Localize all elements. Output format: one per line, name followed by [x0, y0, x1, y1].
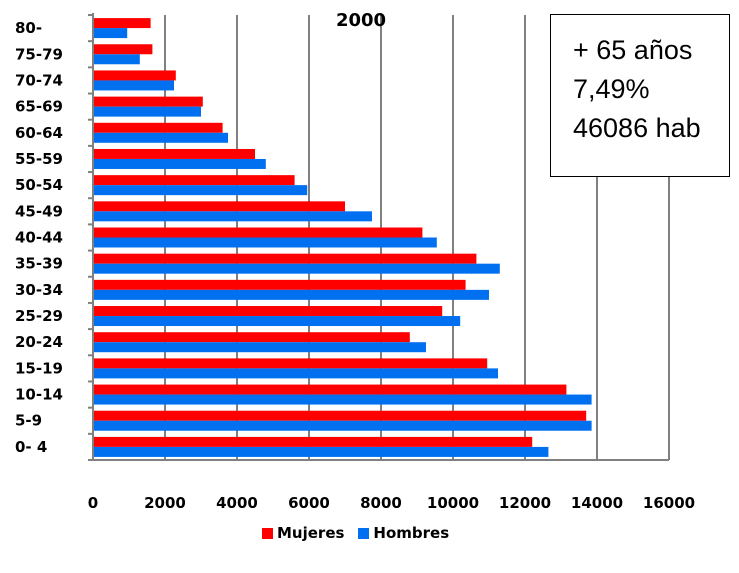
bar-mujeres	[93, 175, 295, 186]
x-tick-label: 14000	[571, 494, 623, 512]
bar-mujeres	[93, 227, 423, 238]
bar-hombres	[93, 211, 372, 222]
axes	[88, 13, 669, 461]
legend-swatch-mujeres	[262, 527, 273, 539]
bar-mujeres	[93, 358, 488, 369]
bar-mujeres	[93, 384, 567, 395]
x-tick-label: 16000	[643, 494, 695, 512]
annotation-age-group: + 65 años	[573, 35, 693, 65]
annotation-inhabitants: 46086 hab	[573, 113, 701, 143]
y-tick-label: 45-49	[15, 202, 63, 220]
bar-hombres	[93, 54, 140, 65]
y-tick-label: 20-24	[15, 333, 63, 351]
y-tick-label: 10-14	[15, 386, 63, 404]
legend-item-mujeres: Mujeres	[262, 524, 344, 542]
bar-hombres	[93, 237, 437, 248]
bar-hombres	[93, 394, 592, 405]
bar-hombres	[93, 28, 128, 39]
bar-mujeres	[93, 279, 466, 290]
legend-label-mujeres: Mujeres	[277, 524, 345, 542]
bar-mujeres	[93, 148, 255, 159]
y-tick-label: 70-74	[15, 71, 63, 89]
y-tick-label: 35-39	[15, 255, 63, 273]
legend-item-hombres: Hombres	[358, 524, 449, 542]
y-tick-label: 80-	[15, 19, 42, 37]
bar-mujeres	[93, 253, 477, 264]
bar-hombres	[93, 132, 228, 143]
x-tick-label: 6000	[288, 494, 330, 512]
x-tick-label: 10000	[427, 494, 479, 512]
y-tick-label: 25-29	[15, 307, 63, 325]
y-tick-label: 50-54	[15, 176, 63, 194]
x-tick-label: 0	[88, 494, 98, 512]
bar-mujeres	[93, 410, 587, 421]
legend: Mujeres Hombres	[262, 524, 449, 542]
bar-mujeres	[93, 18, 151, 29]
bar-hombres	[93, 368, 498, 379]
bar-hombres	[93, 316, 461, 327]
annotation-percentage: 7,49%	[573, 74, 650, 104]
y-tick-label: 15-19	[15, 359, 63, 377]
y-tick-label: 40-44	[15, 229, 63, 247]
bar-hombres	[93, 158, 266, 169]
bars	[93, 18, 592, 457]
x-tick-label: 12000	[499, 494, 551, 512]
y-tick-label: 5-9	[15, 412, 42, 430]
y-tick-label: 65-69	[15, 98, 63, 116]
bar-hombres	[93, 185, 308, 196]
y-tick-label: 75-79	[15, 45, 63, 63]
y-tick-label: 55-59	[15, 150, 63, 168]
x-tick-label: 2000	[144, 494, 186, 512]
y-tick-label: 60-64	[15, 124, 63, 142]
x-tick-labels: 0 2000 4000 6000 8000 10000 12000 14000 16000	[88, 494, 695, 512]
bar-mujeres	[93, 44, 153, 55]
bar-mujeres	[93, 306, 443, 317]
y-tick-labels: 0- 4 5-9 10-14 15-19 20-24 25-29 30-34 35-39 40-…	[15, 19, 63, 456]
x-tick-label: 4000	[216, 494, 258, 512]
bar-mujeres	[93, 122, 223, 133]
y-tick-label: 0- 4	[15, 438, 47, 456]
bar-hombres	[93, 420, 592, 431]
legend-label-hombres: Hombres	[373, 524, 450, 542]
legend-swatch-hombres	[358, 527, 370, 539]
bar-mujeres	[93, 436, 533, 447]
bar-mujeres	[93, 70, 176, 81]
chart-title: 2000	[336, 10, 386, 31]
summary-annotation-box: + 65 años 7,49% 46086 hab	[550, 14, 730, 177]
bar-mujeres	[93, 201, 345, 212]
bar-mujeres	[93, 332, 410, 343]
x-tick-label: 8000	[360, 494, 402, 512]
bar-hombres	[93, 263, 500, 274]
bar-hombres	[93, 289, 489, 300]
bar-mujeres	[93, 96, 203, 107]
bar-hombres	[93, 80, 174, 91]
bar-hombres	[93, 446, 549, 457]
bar-hombres	[93, 106, 201, 117]
bar-hombres	[93, 342, 426, 353]
y-tick-label: 30-34	[15, 281, 63, 299]
